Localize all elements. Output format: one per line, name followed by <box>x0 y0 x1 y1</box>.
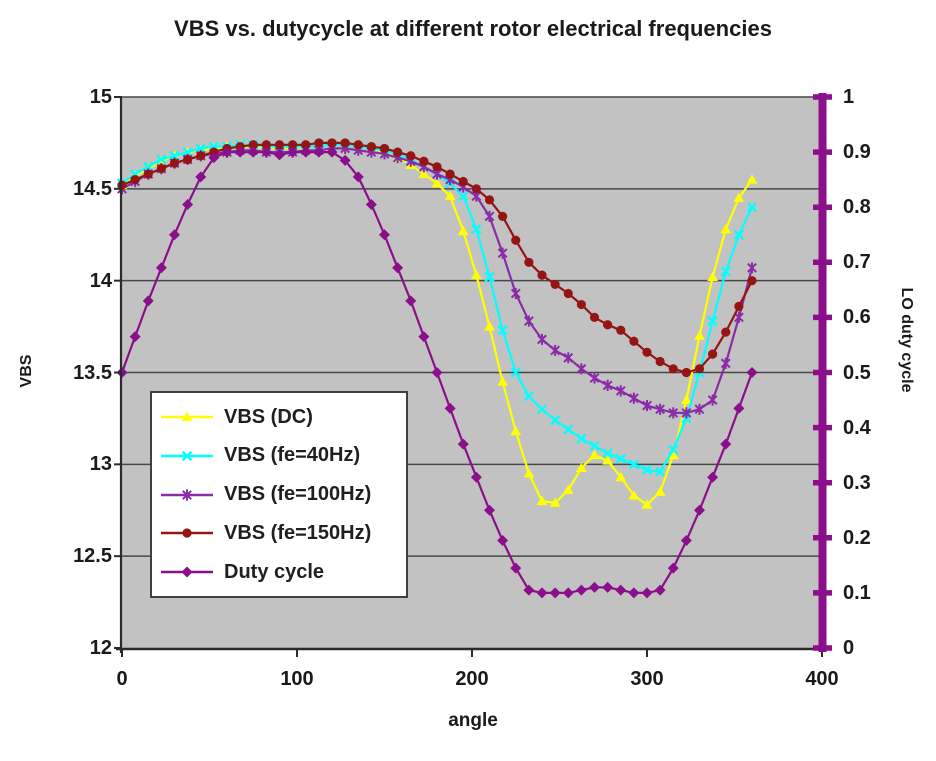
legend-swatch-triangle-icon <box>161 411 213 421</box>
left-axis-tick-15: 15 <box>89 86 112 108</box>
legend-item-label: VBS (fe=40Hz) <box>224 444 361 467</box>
left-axis-tick-13: 13 <box>89 453 112 476</box>
right-axis-tick-0.6: 0.6 <box>843 306 871 329</box>
right-axis-tick-0.8: 0.8 <box>843 196 871 219</box>
x-axis-title: angle <box>448 710 498 731</box>
legend-item: Duty cycle <box>159 553 406 591</box>
legend-item: VBS (fe=100Hz) <box>159 476 406 514</box>
series-duty-cycle <box>116 146 758 599</box>
left-axis-title: VBS <box>18 354 35 388</box>
right-axis-title: LO duty cycle <box>898 287 915 393</box>
right-axis-tick-0: 0 <box>843 637 855 659</box>
legend-item: VBS (fe=150Hz) <box>159 514 406 552</box>
legend-item-label: Duty cycle <box>224 560 325 583</box>
axes <box>114 96 832 657</box>
x-axis-tick-300: 300 <box>630 668 664 690</box>
chart-title: VBS vs. dutycycle at different rotor ele… <box>174 16 772 41</box>
x-axis-tick-400: 400 <box>805 668 839 690</box>
right-axis-tick-0.7: 0.7 <box>843 251 871 274</box>
right-axis-tick-0.4: 0.4 <box>843 416 871 439</box>
legend-swatch-star-icon <box>161 488 213 501</box>
legend-item-label: VBS (DC) <box>224 405 313 428</box>
legend-item: VBS (fe=40Hz) <box>159 437 406 475</box>
right-axis-tick-0.5: 0.5 <box>843 361 871 384</box>
legend-item-label: VBS (fe=150Hz) <box>224 521 372 544</box>
right-axis-tick-0.2: 0.2 <box>843 526 871 549</box>
right-axis-tick-0.9: 0.9 <box>843 141 871 164</box>
left-axis-tick-13.5: 13.5 <box>73 361 112 384</box>
left-axis-tick-14: 14 <box>89 269 112 292</box>
legend-swatch-circle-icon <box>161 528 213 538</box>
left-axis-tick-12.5: 12.5 <box>73 545 112 568</box>
right-axis-tick-0.1: 0.1 <box>843 581 871 604</box>
right-axis-tick-1: 1 <box>843 86 855 108</box>
legend-item-label: VBS (fe=100Hz) <box>224 483 372 505</box>
legend-item: VBS (DC) <box>159 398 406 436</box>
legend: VBS (DC) VBS (fe=40Hz) VBS (fe=100Hz) VBS (… <box>150 391 408 598</box>
left-axis-tick-12: 12 <box>89 637 112 659</box>
right-axis-tick-0.3: 0.3 <box>843 471 871 494</box>
legend-swatch-x-icon <box>161 450 213 461</box>
x-axis-tick-100: 100 <box>280 668 314 690</box>
right-axis <box>813 93 832 652</box>
x-axis-tick-0: 0 <box>116 668 128 690</box>
legend-swatch-diamond-icon <box>161 566 213 578</box>
left-axis-tick-14.5: 14.5 <box>73 177 112 200</box>
x-axis-tick-200: 200 <box>455 668 489 690</box>
